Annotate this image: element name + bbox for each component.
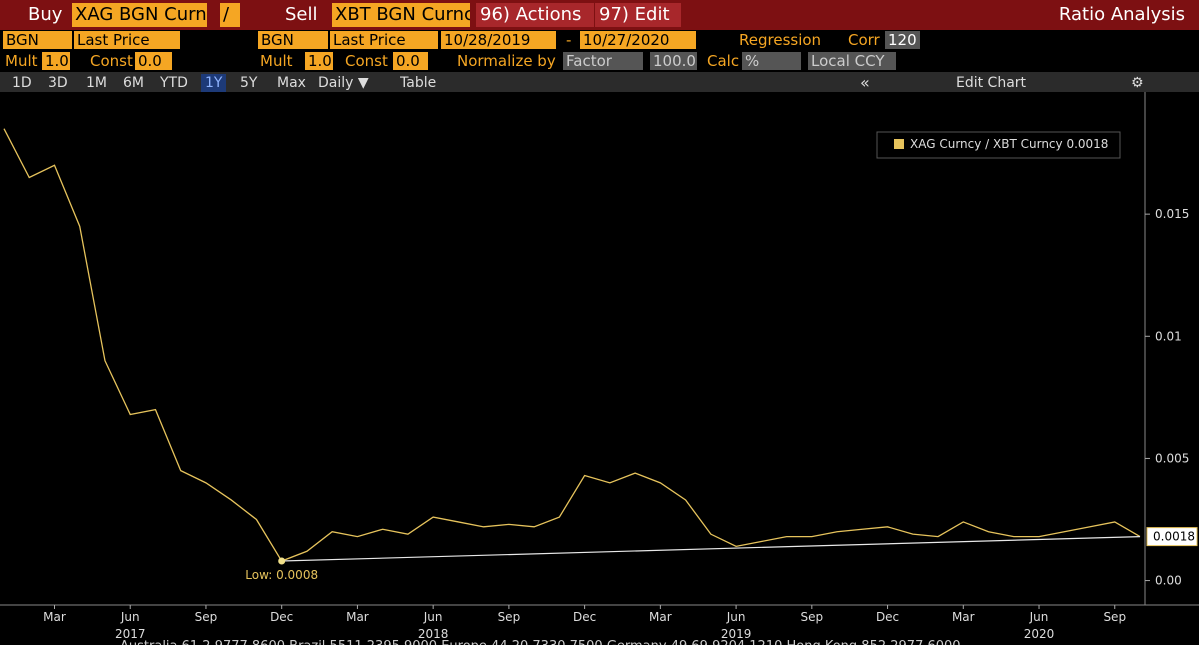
- legend-box: [876, 131, 1121, 159]
- date-dash: -: [566, 31, 572, 49]
- collapse-button[interactable]: «: [860, 74, 870, 92]
- year-label: 2020: [1024, 627, 1055, 641]
- source[interactable]: BGN: [258, 31, 328, 49]
- header-bar: Buy XAG BGN Curn / Sell XBT BGN Curnc 96…: [0, 0, 1199, 30]
- y-tick-label: 0.01: [1155, 329, 1182, 343]
- mult-value[interactable]: 1.0: [42, 52, 70, 70]
- const-value[interactable]: 0.0: [135, 52, 172, 70]
- legend-swatch: [894, 139, 904, 149]
- x-tick-label: Sep: [1103, 610, 1126, 624]
- field[interactable]: Last Price: [74, 31, 180, 49]
- x-tick-label: Sep: [801, 610, 824, 624]
- start-date[interactable]: 10/28/2019: [441, 31, 556, 49]
- period-button[interactable]: 5Y: [240, 75, 258, 91]
- x-tick-label: Jun: [726, 610, 746, 624]
- x-tick-label: Mar: [43, 610, 66, 624]
- end-date[interactable]: 10/27/2020: [580, 31, 696, 49]
- frequency[interactable]: Daily ▼: [318, 75, 369, 91]
- corr-label[interactable]: Corr: [848, 31, 880, 49]
- buy-ticker[interactable]: XAG BGN Curn: [72, 3, 207, 27]
- y-tick-label: 0.005: [1155, 451, 1189, 465]
- const-label: Const: [345, 52, 388, 70]
- calc-value[interactable]: %: [742, 52, 801, 70]
- source[interactable]: BGN: [3, 31, 72, 49]
- y-tick-label: 0.00: [1155, 574, 1182, 588]
- settings-row: Mult 1.0 Const 0.0 Mult 1.0 Const 0.0 No…: [0, 51, 1199, 71]
- x-tick-label: Jun: [1029, 610, 1049, 624]
- x-tick-label: Dec: [876, 610, 899, 624]
- legend-label: XAG Curncy / XBT Curncy 0.0018: [910, 137, 1108, 151]
- normalize-method[interactable]: Factor: [563, 52, 643, 70]
- actions-button[interactable]: 96) Actions: [476, 3, 594, 27]
- corr-window[interactable]: 120: [885, 31, 920, 49]
- x-tick-label: Jun: [423, 610, 443, 624]
- sell-label: Sell: [285, 4, 318, 25]
- normalize-label[interactable]: Normalize by: [457, 52, 556, 70]
- edit-chart-button[interactable]: Edit Chart: [956, 75, 1027, 91]
- currency[interactable]: Local CCY: [808, 52, 896, 70]
- x-tick-label: Dec: [270, 610, 293, 624]
- x-tick-label: Mar: [346, 610, 369, 624]
- x-tick-label: Sep: [195, 610, 218, 624]
- page-title: Ratio Analysis: [1058, 4, 1185, 25]
- y-tick-label: 0.015: [1155, 207, 1189, 221]
- operator[interactable]: /: [220, 3, 240, 27]
- settings-icon[interactable]: ⚙: [1131, 75, 1144, 91]
- settings-row: BGN Last Price BGN Last Price 10/28/2019…: [0, 30, 1199, 50]
- x-tick-label: Mar: [649, 610, 672, 624]
- chart: XAG Curncy / XBT Curncy 0.0018 0.00 0.005…: [0, 92, 1199, 645]
- calc-label: Calc: [707, 52, 740, 70]
- table-button[interactable]: Table: [400, 75, 437, 91]
- period-button[interactable]: 1D: [12, 75, 32, 91]
- series-line: [3, 128, 1141, 562]
- low-annotation: Low: 0.0008: [245, 568, 318, 582]
- footer-ticker: Australia 61 2 9777 8600 Brazil 5511 239…: [120, 639, 961, 645]
- edit-button[interactable]: 97) Edit: [595, 3, 681, 27]
- buy-label: Buy: [28, 4, 63, 25]
- x-tick-label: Dec: [573, 610, 596, 624]
- mult-value[interactable]: 1.0: [305, 52, 333, 70]
- range-bar: Daily ▼ Table « Edit Chart ⚙ 1D 3D 1M 6M YTD…: [0, 72, 1199, 92]
- period-button[interactable]: 1Y: [201, 74, 227, 92]
- period-button[interactable]: 3D: [48, 75, 68, 91]
- year-label: 2018: [418, 627, 449, 641]
- year-label: 2017: [115, 627, 146, 641]
- last-value-label: 0.0018: [1153, 530, 1195, 544]
- year-label: 2019: [721, 627, 752, 641]
- mult-label: Mult: [260, 52, 293, 70]
- axis-panel: [1145, 92, 1199, 605]
- period-button[interactable]: YTD: [160, 75, 188, 91]
- period-button[interactable]: 1M: [86, 75, 107, 91]
- const-value[interactable]: 0.0: [393, 52, 428, 70]
- mult-label: Mult: [5, 52, 38, 70]
- trend-line: [281, 536, 1141, 562]
- x-tick-label: Jun: [120, 610, 140, 624]
- period-button[interactable]: 6M: [123, 75, 144, 91]
- factor-value[interactable]: 100.0: [650, 52, 697, 70]
- legend: XAG Curncy / XBT Curncy 0.0018: [876, 131, 1121, 159]
- field[interactable]: Last Price: [330, 31, 438, 49]
- regression-label[interactable]: Regression: [739, 31, 822, 49]
- period-button[interactable]: Max: [277, 75, 306, 91]
- low-marker: [278, 557, 286, 565]
- x-tick-label: Mar: [952, 610, 975, 624]
- const-label: Const: [90, 52, 133, 70]
- sell-ticker[interactable]: XBT BGN Curnc: [332, 3, 470, 27]
- x-tick-label: Sep: [498, 610, 521, 624]
- last-value-box: [1146, 527, 1198, 547]
